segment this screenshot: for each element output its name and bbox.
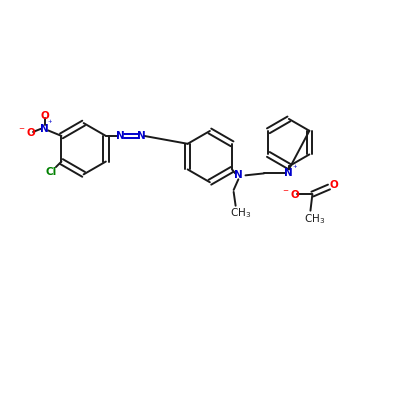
Text: N: N — [137, 131, 146, 141]
Text: $^-$O: $^-$O — [16, 126, 36, 138]
Text: N: N — [116, 131, 125, 141]
Text: N: N — [40, 124, 49, 134]
Text: N: N — [234, 170, 243, 180]
Text: O: O — [40, 111, 49, 121]
Text: CH$_3$: CH$_3$ — [304, 212, 325, 226]
Text: $^+$: $^+$ — [46, 119, 54, 128]
Text: N: N — [284, 168, 293, 178]
Text: Cl: Cl — [45, 167, 56, 177]
Text: O: O — [329, 180, 338, 190]
Text: $^-$O: $^-$O — [281, 188, 300, 200]
Text: CH$_3$: CH$_3$ — [230, 206, 251, 220]
Text: $^+$: $^+$ — [291, 163, 298, 172]
